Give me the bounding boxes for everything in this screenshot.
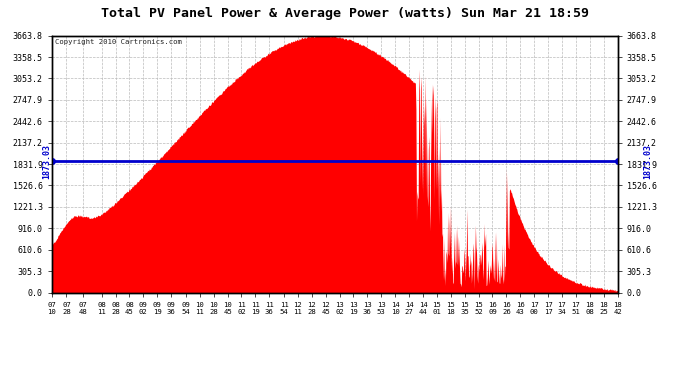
Text: 1873.03: 1873.03 [643, 144, 652, 178]
Text: 1873.03: 1873.03 [42, 144, 51, 178]
Text: Copyright 2010 Cartronics.com: Copyright 2010 Cartronics.com [55, 39, 181, 45]
Text: Total PV Panel Power & Average Power (watts) Sun Mar 21 18:59: Total PV Panel Power & Average Power (wa… [101, 8, 589, 21]
